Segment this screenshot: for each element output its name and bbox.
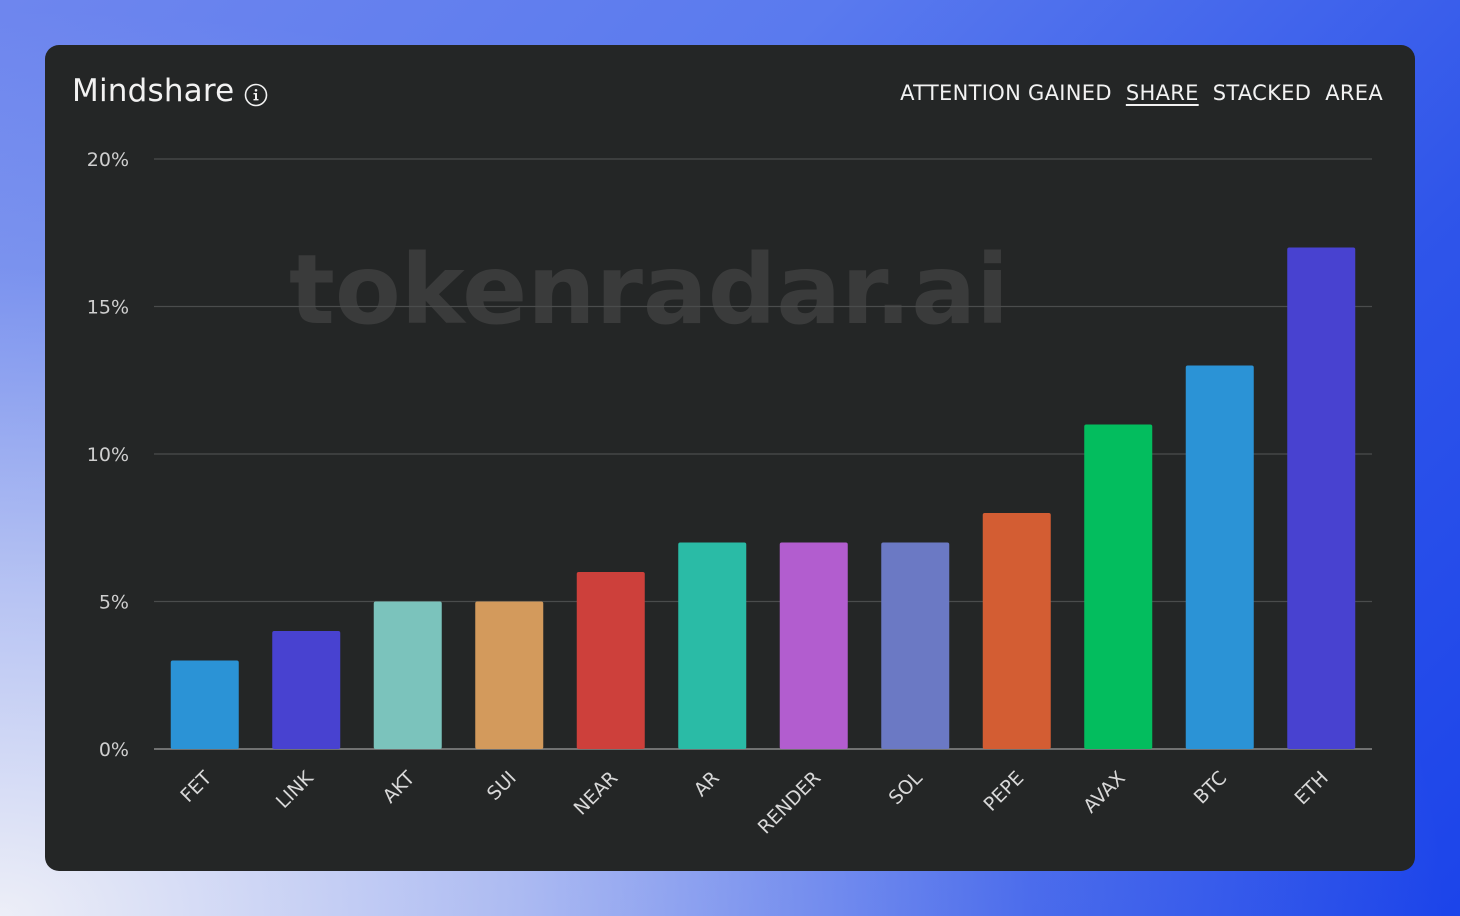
- x-tick-label: AR: [690, 767, 724, 801]
- tab-attention-gained[interactable]: ATTENTION GAINED: [900, 81, 1112, 105]
- x-tick-label: AKT: [379, 767, 420, 808]
- y-axis-ticks: 0% 5% 10% 15% 20%: [87, 149, 129, 761]
- info-icon[interactable]: [244, 79, 268, 107]
- bar-avax[interactable]: [1084, 424, 1153, 750]
- watermark: tokenradar.ai: [289, 234, 1009, 346]
- chart-title-wrap: Mindshare: [72, 73, 268, 109]
- bar-fet[interactable]: [170, 660, 239, 750]
- tab-stacked[interactable]: STACKED: [1212, 81, 1312, 105]
- view-tabs: ATTENTION GAINED SHARE STACKED AREA: [900, 81, 1383, 105]
- x-tick-label: ETH: [1290, 767, 1332, 809]
- x-tick-label: SUI: [483, 767, 521, 805]
- bar-pepe[interactable]: [982, 513, 1051, 749]
- x-axis-ticks: FET LINK AKT SUI NEAR AR RENDER SOL PEPE AVAX BTC E…: [176, 767, 1332, 839]
- bar-ar[interactable]: [678, 542, 747, 750]
- bar-render[interactable]: [779, 542, 848, 750]
- bar-near[interactable]: [576, 572, 645, 749]
- y-tick-label: 10%: [87, 444, 129, 466]
- x-tick-label: NEAR: [570, 767, 623, 820]
- y-tick-label: 20%: [87, 149, 129, 171]
- x-tick-label: BTC: [1190, 767, 1232, 809]
- chart-title: Mindshare: [72, 73, 235, 109]
- x-tick-label: PEPE: [980, 767, 1029, 816]
- bar-btc[interactable]: [1185, 365, 1254, 750]
- y-tick-label: 5%: [99, 592, 129, 614]
- bar-akt[interactable]: [373, 601, 442, 750]
- y-tick-label: 0%: [99, 739, 129, 761]
- bar-eth[interactable]: [1287, 247, 1356, 750]
- gridlines: [154, 158, 1372, 750]
- tab-share[interactable]: SHARE: [1125, 81, 1199, 105]
- x-tick-label: SOL: [885, 767, 927, 809]
- bars: [170, 247, 1356, 750]
- mindshare-card: Mindshare ATTENTION GAINED SHARE STACKED…: [45, 45, 1415, 871]
- bar-sol[interactable]: [881, 542, 950, 750]
- x-tick-label: AVAX: [1079, 767, 1130, 818]
- tab-area[interactable]: AREA: [1325, 81, 1383, 105]
- x-tick-label: LINK: [272, 767, 318, 813]
- x-tick-label: FET: [176, 767, 216, 807]
- x-tick-label: RENDER: [754, 767, 826, 839]
- bar-chart: tokenradar.ai 0% 5% 10% 15% 20% FET LINK AKT SU…: [87, 149, 1372, 839]
- bar-link[interactable]: [272, 631, 341, 749]
- y-tick-label: 15%: [87, 297, 129, 319]
- bar-sui[interactable]: [475, 601, 544, 750]
